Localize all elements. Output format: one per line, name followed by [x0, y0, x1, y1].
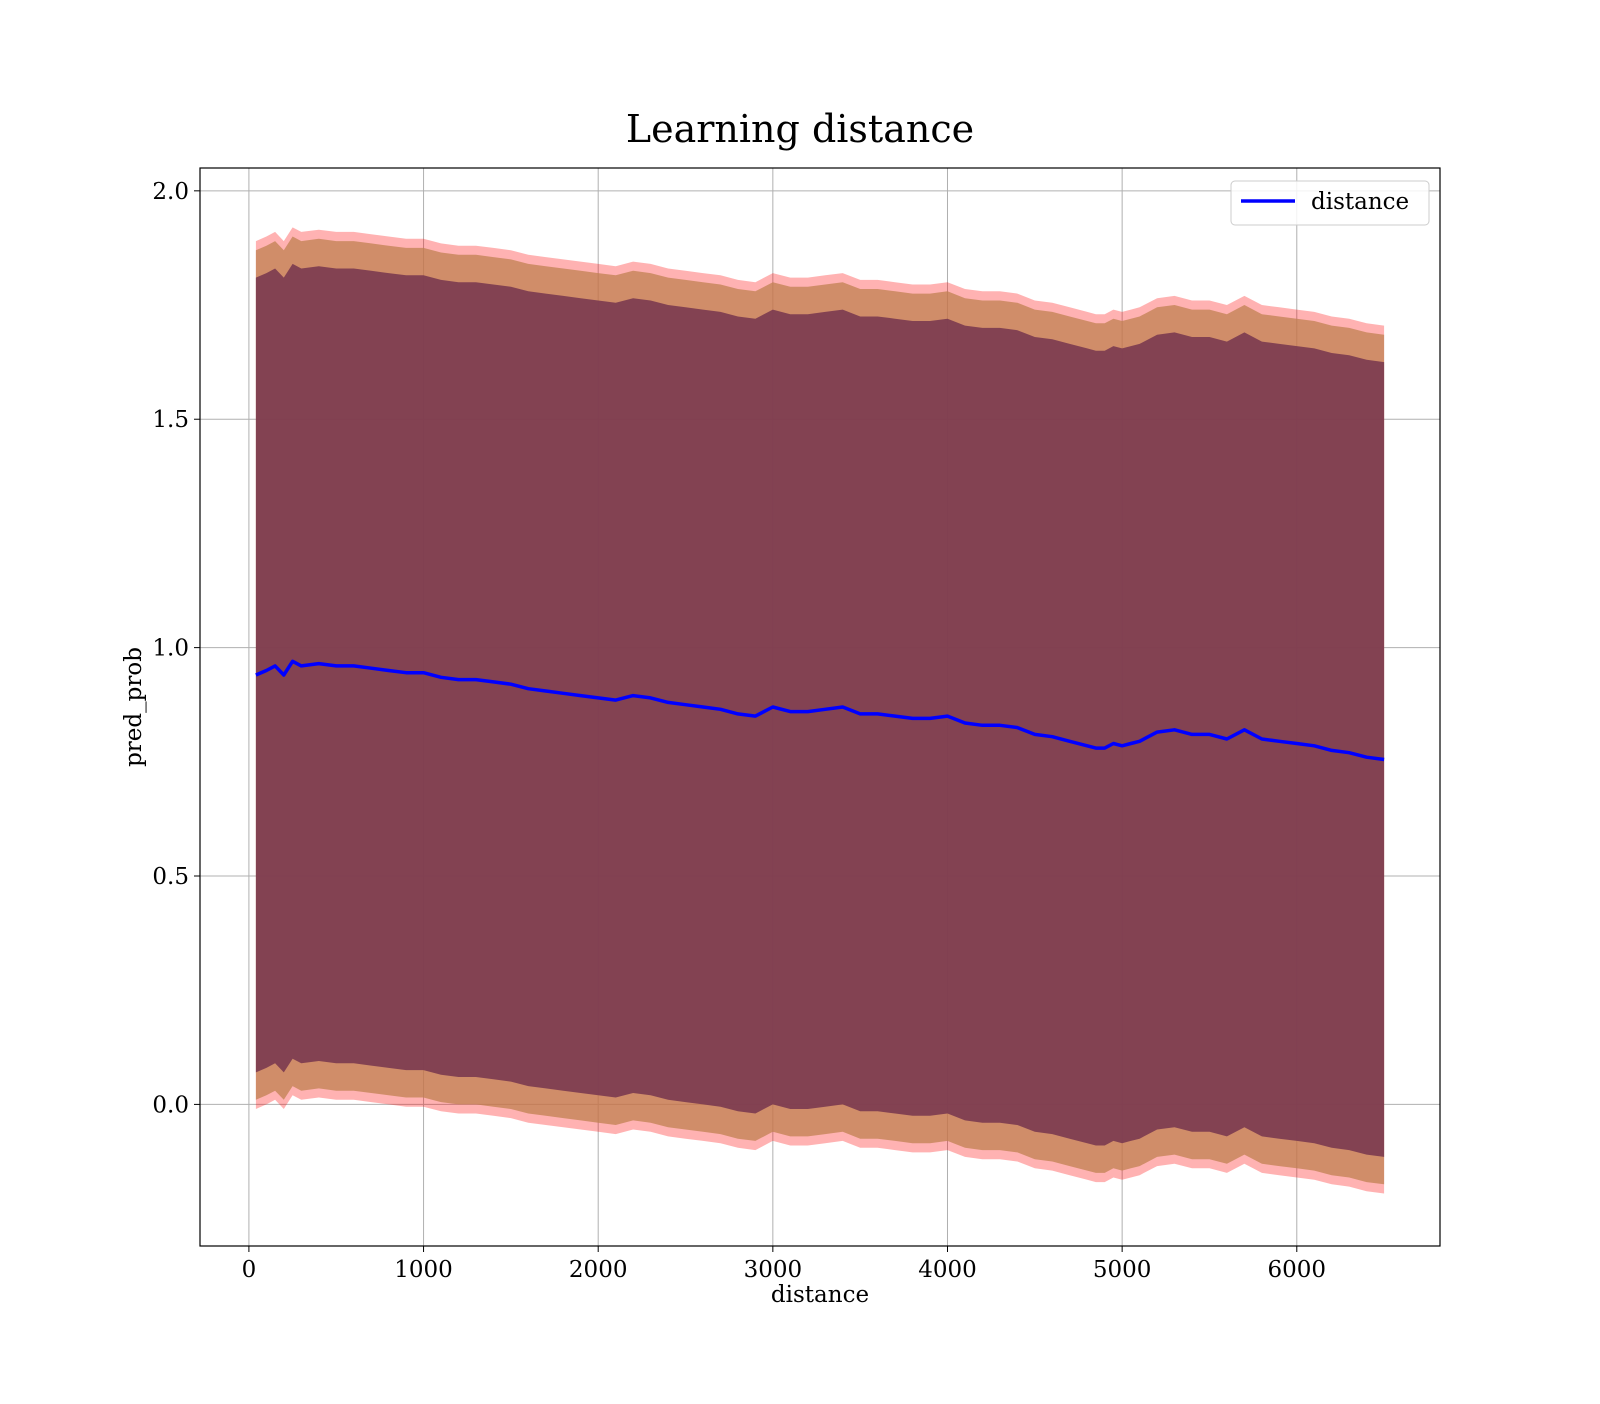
plot-frame [199, 167, 1441, 1247]
x-axis-label: distance [771, 1282, 869, 1308]
y-tick-label: 0.5 [152, 864, 189, 890]
x-tick-label: 1000 [394, 1257, 453, 1283]
x-tick-label: 4000 [918, 1257, 977, 1283]
x-axis-ticks: 0 1000 2000 3000 4000 5000 6000 [242, 1246, 1326, 1283]
x-tick-label: 0 [242, 1257, 257, 1283]
legend-label: distance [1311, 189, 1409, 215]
legend: distance [1230, 180, 1430, 226]
chart-title: Learning distance [626, 107, 974, 151]
y-tick-label: 1.0 [152, 636, 189, 662]
y-tick-label: 1.5 [152, 407, 189, 433]
y-axis-label: pred_prob [121, 647, 147, 767]
series-line-distance [255, 659, 1385, 762]
y-axis-ticks: 0.0 0.5 1.0 1.5 2.0 [152, 179, 200, 1118]
legend-box [1230, 180, 1430, 226]
y-tick-label: 0.0 [152, 1092, 189, 1118]
x-tick-label: 2000 [569, 1257, 628, 1283]
y-tick-label: 2.0 [152, 179, 189, 205]
x-tick-label: 5000 [1093, 1257, 1152, 1283]
x-tick-label: 6000 [1268, 1257, 1327, 1283]
x-tick-label: 3000 [744, 1257, 803, 1283]
series-lines [255, 659, 1385, 762]
